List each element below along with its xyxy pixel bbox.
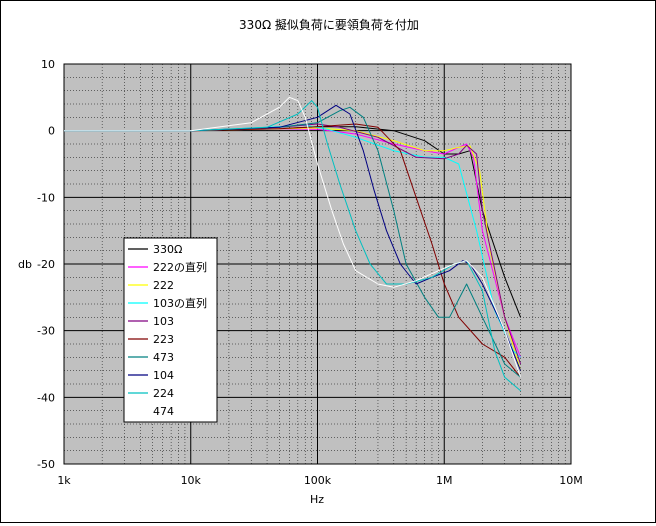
legend-entry: 330Ω xyxy=(153,243,182,256)
legend-entry: 224 xyxy=(153,387,174,400)
series-line-8 xyxy=(64,104,522,371)
legend-entry: 103の直列 xyxy=(153,296,207,310)
y-tick-label: -10 xyxy=(37,191,55,204)
x-tick-label: 10k xyxy=(181,474,202,487)
x-tick-label: 1M xyxy=(436,474,453,487)
x-tick-label: 100k xyxy=(304,474,332,487)
legend-entry: 103 xyxy=(153,315,174,328)
legend-entry: 104 xyxy=(153,369,174,382)
y-tick-label: -50 xyxy=(37,458,55,471)
series-line-6 xyxy=(64,123,521,378)
y-tick-label: -40 xyxy=(37,391,55,404)
legend-entry: 223 xyxy=(153,333,174,346)
x-tick-label: 10M xyxy=(559,474,583,487)
plot-border xyxy=(63,63,572,465)
series-line-7 xyxy=(64,106,521,378)
chart-title: 330Ω 擬似負荷に要領負荷を付加 xyxy=(239,17,419,32)
y-axis-label: db xyxy=(18,258,32,271)
legend-entry: 222の直列 xyxy=(153,260,207,274)
y-tick-label: 0 xyxy=(48,125,55,138)
axis-ticks: 1k 10k 100k 1M 10M 10 0 -10 -20 -30 -40 -50 xyxy=(37,58,583,487)
series-lines xyxy=(64,96,522,392)
legend-entry: 473 xyxy=(153,351,174,364)
legend-entry: 222 xyxy=(153,279,174,292)
series-line-9 xyxy=(64,100,521,392)
legend-box xyxy=(123,237,218,423)
x-axis-label: Hz xyxy=(310,493,324,506)
legend-entry: 474 xyxy=(153,405,174,418)
y-tick-label: 10 xyxy=(41,58,55,71)
y-tick-label: -30 xyxy=(37,325,55,338)
series-line-10 xyxy=(64,96,522,378)
x-tick-label: 1k xyxy=(57,474,71,487)
legend: 330Ω 222の直列 222 103の直列 103 223 473 104 224 474 xyxy=(123,237,218,423)
y-tick-label: -20 xyxy=(37,258,55,271)
